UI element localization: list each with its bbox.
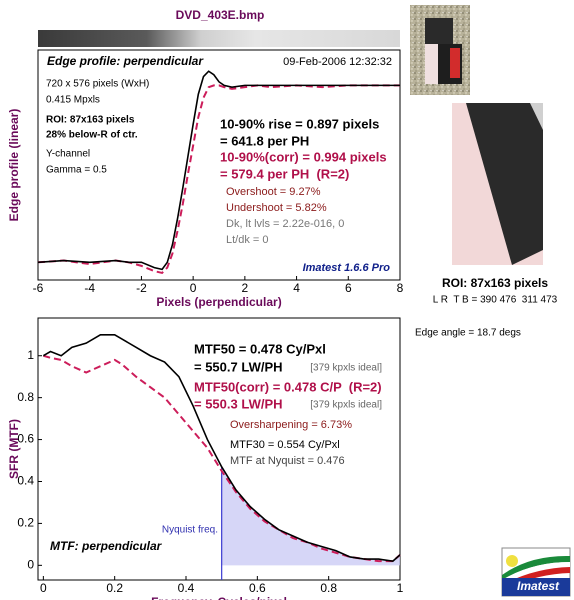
x-tick-label: 0.6 — [249, 581, 266, 595]
series-line — [37, 70, 400, 271]
x-tick-label: 0.2 — [106, 581, 123, 595]
x-axis-label: Pixels (perpendicular) — [156, 295, 281, 309]
x-tick-label: 2 — [242, 281, 249, 295]
x-tick-label: 0 — [40, 581, 47, 595]
annotation: MTF50(corr) = 0.478 C/P (R=2) — [194, 379, 382, 394]
annotation: Gamma = 0.5 — [46, 165, 107, 176]
annotation: Undershoot = 5.82% — [226, 202, 327, 214]
roi-title: ROI: 87x163 pixels — [442, 276, 548, 290]
annotation: 10-90%(corr) = 0.994 pixels — [220, 149, 387, 164]
annotation: Overshoot = 9.27% — [226, 186, 321, 198]
annotation: [379 kpxls ideal] — [310, 363, 382, 374]
annotation: MTF at Nyquist = 0.476 — [230, 455, 345, 467]
annotation: MTF30 = 0.554 Cy/Pxl — [230, 439, 340, 451]
annotation: 0.415 Mpxls — [46, 95, 100, 106]
annotation: Edge profile: perpendicular — [47, 54, 204, 68]
x-tick-label: 1 — [397, 581, 404, 595]
y-tick-label: 1 — [27, 348, 34, 362]
x-tick-label: -6 — [33, 281, 44, 295]
annotation: Oversharpening = 6.73% — [230, 419, 352, 431]
series-line — [42, 333, 401, 562]
annotation: Imatest 1.6.6 Pro — [303, 262, 391, 274]
annotation: Dk, lt lvls = 2.22e-016, 0 — [226, 218, 344, 230]
series-line — [43, 354, 401, 563]
y-tick-label: 0 — [27, 557, 34, 571]
annotation: = 550.3 LW/PH — [194, 396, 283, 411]
y-tick-label: 0.4 — [17, 474, 34, 488]
x-tick-label: -4 — [84, 281, 95, 295]
annotation: Nyquist freq. — [162, 525, 218, 536]
y-tick-label: 0.2 — [17, 516, 34, 530]
edge-angle: Edge angle = 18.7 degs — [415, 328, 521, 339]
logo: Imatest — [501, 547, 571, 597]
x-tick-label: 0 — [190, 281, 197, 295]
gradient-bar — [38, 30, 400, 47]
x-axis-label: Frequency, Cycles/pixel — [151, 595, 287, 600]
annotation: MTF: perpendicular — [50, 539, 163, 553]
annotation: 28% below-R of ctr. — [46, 130, 138, 141]
logo-text: Imatest — [517, 579, 560, 593]
thumbnail — [410, 5, 470, 95]
x-tick-label: -2 — [136, 281, 147, 295]
annotation: 720 x 576 pixels (WxH) — [46, 79, 149, 90]
annotation: [379 kpxls ideal] — [310, 400, 382, 411]
x-tick-label: 0.4 — [178, 581, 195, 595]
annotation: = 550.7 LW/PH — [194, 359, 283, 374]
annotation: MTF50 = 0.478 Cy/Pxl — [194, 341, 326, 356]
annotation: = 641.8 per PH — [220, 133, 309, 148]
x-tick-label: 4 — [293, 281, 300, 295]
annotation: Lt/dk = 0 — [226, 234, 269, 246]
annotation: 10-90% rise = 0.897 pixels — [220, 116, 379, 131]
x-tick-label: 6 — [345, 281, 352, 295]
y-tick-label: 0.8 — [17, 390, 34, 404]
plot-area — [37, 49, 401, 281]
annotation: Y-channel — [46, 149, 90, 160]
roi-bounds: L R T B = 390 476 311 473 — [433, 295, 558, 306]
plot-area — [37, 317, 401, 581]
series-line — [37, 84, 400, 275]
roi-image — [452, 103, 543, 265]
annotation: = 579.4 per PH (R=2) — [220, 166, 349, 181]
x-tick-label: 8 — [397, 281, 404, 295]
y-axis-label: SFR (MTF) — [7, 419, 21, 479]
y-axis-label: Edge profile (linear) — [7, 109, 21, 222]
x-tick-label: 0.8 — [320, 581, 337, 595]
annotation: ROI: 87x163 pixels — [46, 115, 135, 126]
annotation: 09-Feb-2006 12:32:32 — [283, 56, 392, 68]
nyquist-shade — [221, 466, 400, 566]
file-title: DVD_403E.bmp — [176, 8, 265, 22]
y-tick-label: 0.6 — [17, 432, 34, 446]
